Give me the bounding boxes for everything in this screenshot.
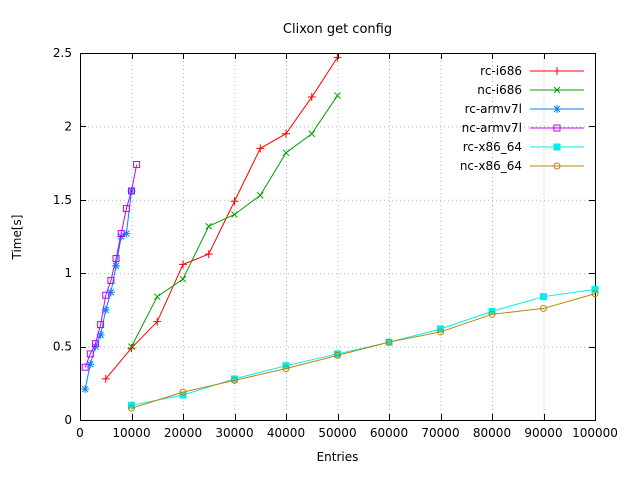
legend-label-nc-x86_64: nc-x86_64 bbox=[460, 159, 522, 173]
nc-x86_64-marker bbox=[334, 351, 341, 359]
nc-armv7l-line bbox=[84, 164, 138, 368]
rc-i686-marker bbox=[333, 53, 342, 62]
nc-i686-marker bbox=[179, 275, 187, 283]
chart-title: Clixon get config bbox=[282, 22, 393, 37]
y-tick-label: 1 bbox=[64, 266, 72, 280]
nc-armv7l-marker bbox=[86, 350, 94, 358]
x-axis-label: Entries bbox=[316, 450, 359, 464]
nc-i686-marker bbox=[153, 293, 161, 301]
nc-x86_64-marker bbox=[282, 365, 290, 373]
x-tick-label: 70000 bbox=[421, 426, 459, 440]
legend-label-rc-armv7l: rc-armv7l bbox=[465, 102, 522, 116]
rc-i686-marker bbox=[153, 317, 162, 326]
x-tick-label: 0 bbox=[76, 426, 84, 440]
x-tick-label: 10000 bbox=[112, 426, 150, 440]
nc-armv7l-marker bbox=[102, 291, 110, 299]
rc-i686-marker bbox=[179, 260, 187, 269]
rc-armv7l-marker bbox=[81, 385, 89, 393]
nc-x86_64-marker bbox=[179, 388, 187, 396]
y-tick-label: 0.5 bbox=[53, 340, 72, 354]
nc-i686-marker bbox=[282, 149, 290, 157]
nc-armv7l-marker bbox=[117, 230, 125, 238]
x-tick-label: 80000 bbox=[473, 426, 511, 440]
rc-i686-line bbox=[105, 57, 338, 380]
rc-i686-marker bbox=[230, 197, 239, 206]
x-tick-label: 100000 bbox=[572, 426, 618, 440]
rc-i686-marker bbox=[256, 144, 265, 153]
rc-i686-marker bbox=[127, 344, 136, 353]
legend-marker-rc-x86_64 bbox=[553, 143, 561, 151]
nc-armv7l-marker bbox=[107, 277, 115, 285]
x-tick-label: 40000 bbox=[267, 426, 305, 440]
nc-x86_64-marker bbox=[128, 404, 135, 412]
nc-armv7l-marker bbox=[81, 363, 89, 371]
y-tick-label: 2.5 bbox=[53, 46, 72, 60]
nc-armv7l-marker bbox=[133, 161, 141, 169]
x-tick-label: 50000 bbox=[318, 426, 356, 440]
nc-i686-marker bbox=[334, 92, 341, 99]
nc-i686-marker bbox=[308, 130, 316, 138]
nc-armv7l-marker bbox=[97, 321, 105, 329]
x-tick-label: 30000 bbox=[215, 426, 253, 440]
x-tick-label: 90000 bbox=[524, 426, 562, 440]
legend-marker-rc-armv7l bbox=[553, 105, 561, 113]
rc-i686-marker bbox=[282, 129, 290, 138]
y-tick-label: 2 bbox=[64, 119, 72, 133]
rc-i686-marker bbox=[307, 93, 316, 102]
rc-i686-marker bbox=[204, 250, 213, 259]
nc-x86_64-marker bbox=[488, 310, 496, 318]
legend-marker-rc-i686 bbox=[553, 67, 561, 75]
nc-x86_64-marker bbox=[591, 290, 599, 298]
rc-i686-marker bbox=[101, 374, 110, 383]
nc-i686-marker bbox=[128, 343, 135, 350]
nc-armv7l-marker bbox=[128, 187, 135, 195]
rc-x86_64-marker bbox=[540, 293, 547, 301]
legend-marker-nc-x86_64 bbox=[553, 162, 561, 170]
nc-armv7l-marker bbox=[112, 255, 120, 263]
legend-label-rc-i686: rc-i686 bbox=[480, 64, 522, 78]
x-tick-label: 60000 bbox=[370, 426, 408, 440]
legend-label-nc-armv7l: nc-armv7l bbox=[462, 121, 522, 135]
nc-i686-marker bbox=[205, 222, 213, 230]
rc-x86_64-line bbox=[131, 288, 596, 406]
nc-x86_64-line bbox=[131, 293, 596, 409]
nc-armv7l-marker bbox=[122, 205, 130, 213]
nc-i686-marker bbox=[256, 192, 264, 199]
legend-marker-nc-armv7l bbox=[553, 124, 561, 132]
nc-x86_64-marker bbox=[540, 304, 547, 312]
nc-i686-marker bbox=[231, 211, 238, 218]
legend-label-rc-x86_64: rc-x86_64 bbox=[463, 140, 522, 154]
legend-label-nc-i686: nc-i686 bbox=[477, 83, 522, 97]
rc-x86_64-marker bbox=[591, 285, 599, 293]
y-tick-label: 1.5 bbox=[53, 193, 72, 207]
y-tick-label: 0 bbox=[64, 413, 72, 427]
nc-armv7l-marker bbox=[91, 340, 99, 348]
nc-x86_64-marker bbox=[385, 338, 393, 346]
legend-marker-nc-i686 bbox=[553, 86, 561, 94]
x-tick-label: 20000 bbox=[164, 426, 202, 440]
nc-x86_64-marker bbox=[231, 376, 238, 384]
nc-x86_64-marker bbox=[437, 328, 444, 336]
